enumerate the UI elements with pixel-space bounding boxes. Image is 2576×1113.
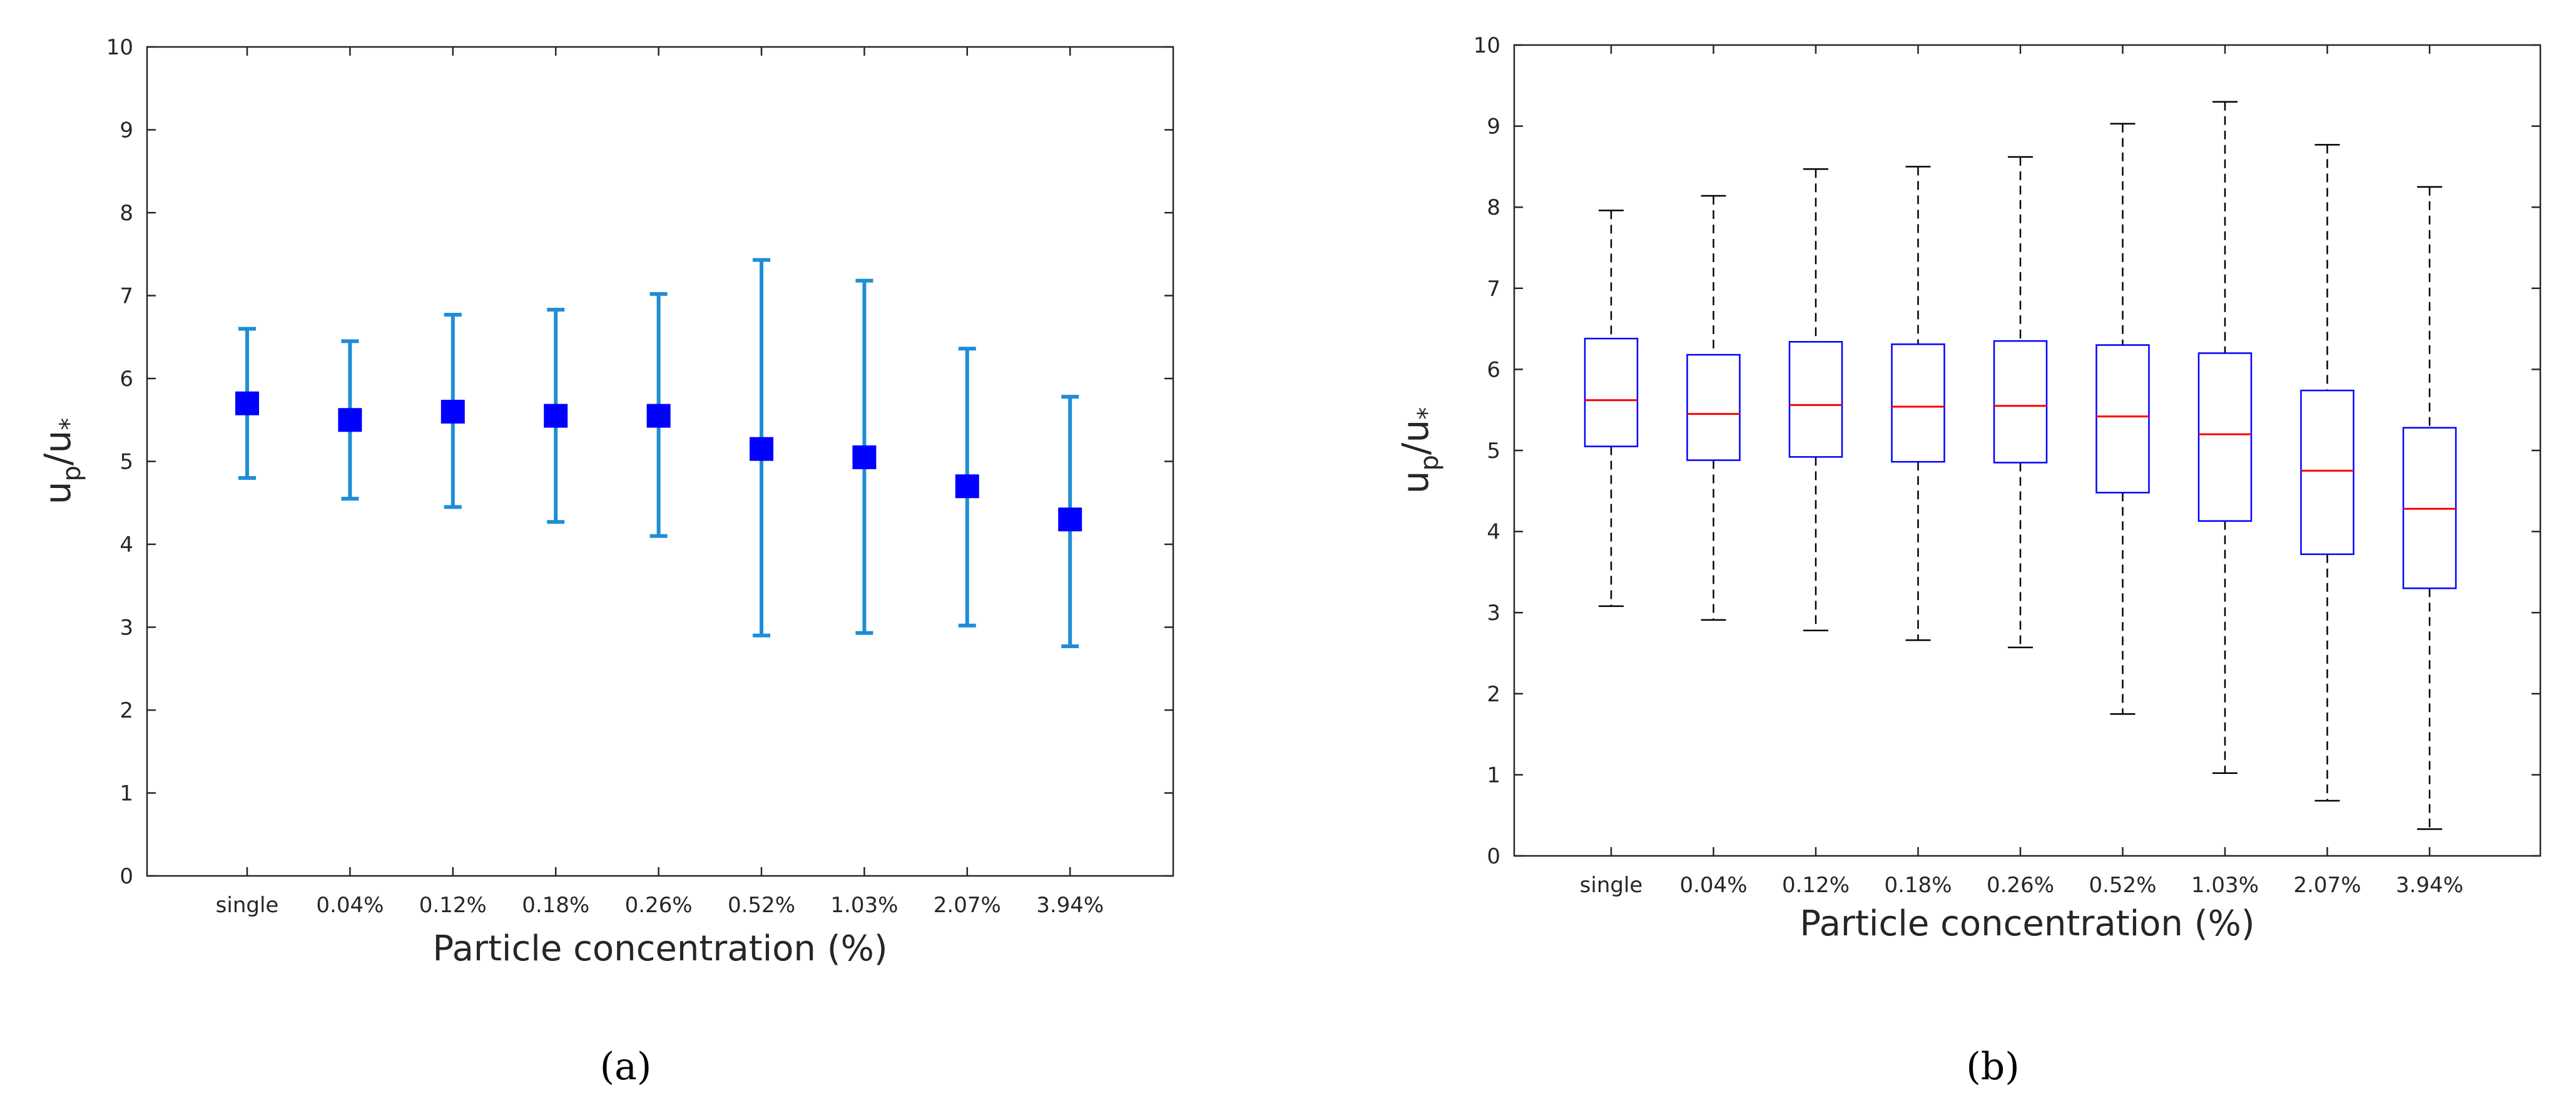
y-tick-label: 10 [1474, 33, 1500, 58]
y-tick-label: 0 [120, 864, 133, 889]
y-tick-label: 1 [1487, 763, 1500, 788]
x-tick-label: 1.03% [2191, 873, 2259, 898]
y-tick-label: 2 [1487, 682, 1500, 707]
y-tick-label: 4 [120, 532, 133, 557]
y-tick-label: 7 [120, 284, 133, 309]
y-tick-label: 8 [120, 201, 133, 226]
x-tick-label: 0.52% [2089, 873, 2156, 898]
y-tick-label: 1 [120, 781, 133, 806]
y-tick-label: 6 [1487, 357, 1500, 382]
y-tick-label: 3 [120, 616, 133, 641]
panel-a-y-axis-title: up/u* [36, 418, 86, 504]
x-tick-label: single [216, 893, 279, 918]
box-iqr [1584, 337, 1639, 447]
box-iqr [1686, 353, 1741, 461]
x-tick-label: 0.26% [625, 893, 693, 918]
panel-a-label: (a) [600, 1045, 652, 1089]
x-tick-label: 0.18% [1884, 873, 1952, 898]
panel-b-x-axis-title: Particle concentration (%) [1800, 903, 2254, 944]
mean-marker [955, 474, 979, 499]
box-iqr [1788, 341, 1843, 458]
box-iqr [2300, 389, 2355, 556]
y-tick-label: 5 [1487, 439, 1500, 464]
y-tick-label: 5 [120, 450, 133, 475]
mean-marker [544, 404, 568, 428]
x-tick-label: 0.18% [522, 893, 589, 918]
y-tick-label: 8 [1487, 195, 1500, 220]
panel-b-label: (b) [1966, 1045, 2019, 1089]
x-tick-label: 3.94% [2396, 873, 2463, 898]
x-tick-label: 0.12% [1782, 873, 1850, 898]
mean-marker [440, 400, 465, 424]
y-tick-label: 3 [1487, 601, 1500, 626]
y-tick-label: 9 [1487, 114, 1500, 140]
x-tick-label: 1.03% [830, 893, 898, 918]
panel-b-y-axis-title: up/u* [1394, 407, 1444, 494]
x-tick-label: 2.07% [934, 893, 1001, 918]
box-iqr [1891, 343, 1945, 463]
panel-b-box-plot: 0 1 2 3 4 5 6 7 8 9 10 single 0.04% 0.12% 0.18% 0.26% 0… [1394, 33, 2542, 1089]
y-tick-label: 0 [1487, 844, 1500, 869]
box-iqr [1993, 340, 2048, 464]
svg-text:up/u*: up/u* [1394, 407, 1444, 494]
box-iqr [2197, 352, 2253, 522]
mean-marker [235, 391, 259, 415]
y-tick-label: 2 [120, 698, 133, 723]
y-tick-label: 10 [106, 35, 133, 60]
x-tick-label: 3.94% [1036, 893, 1104, 918]
mean-marker [750, 437, 773, 461]
y-tick-label: 6 [120, 367, 133, 392]
x-tick-label: 0.04% [316, 893, 384, 918]
mean-marker [338, 408, 362, 432]
y-tick-label: 4 [1487, 520, 1500, 545]
mean-marker [852, 445, 877, 469]
x-tick-label: 0.12% [419, 893, 487, 918]
x-tick-label: 0.52% [728, 893, 795, 918]
mean-marker [1058, 507, 1082, 532]
y-tick-label: 7 [1487, 277, 1500, 302]
x-tick-label: 0.04% [1679, 873, 1747, 898]
x-tick-label: single [1580, 873, 1643, 898]
x-tick-label: 2.07% [2293, 873, 2361, 898]
panel-a-x-axis-title: Particle concentration (%) [432, 928, 887, 969]
svg-text:up/u*: up/u* [36, 418, 86, 504]
box-iqr [2095, 344, 2150, 494]
panel-a-errorbar-chart: 0 1 2 3 4 5 6 7 8 9 10 single 0.04% 0.12% 0.18% 0.26% 0… [36, 35, 1174, 1089]
mean-marker [646, 404, 671, 428]
x-tick-label: 0.26% [1987, 873, 2054, 898]
y-tick-label: 9 [120, 118, 133, 143]
